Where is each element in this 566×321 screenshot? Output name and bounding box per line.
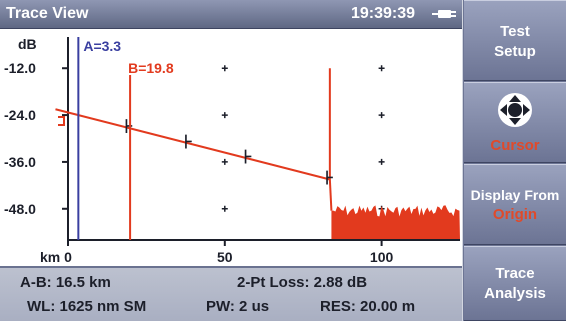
- trace-plot-panel[interactable]: dB km -12.0 -24.0 -36.0 -48.0 0 50 100 ⺊⺊⺊⺊ A…: [0, 29, 462, 268]
- x-axis-ticks: 0 50 100: [64, 240, 393, 265]
- y-tick-label: -48.0: [4, 201, 36, 217]
- test-setup-softkey[interactable]: Test Setup: [464, 0, 566, 81]
- grid-marker: [378, 112, 385, 119]
- grid-marker: [378, 158, 385, 165]
- pulse-width: PW: 2 us: [206, 298, 270, 315]
- screen-title: Trace View: [6, 5, 89, 22]
- two-point-loss: 2-Pt Loss: 2.88 dB: [237, 274, 368, 291]
- x-tick-label: 50: [217, 249, 233, 265]
- test-setup-line1: Test: [500, 23, 530, 40]
- event-marker-icon: ⺊: [240, 149, 254, 165]
- trace-analysis-softkey[interactable]: Trace Analysis: [464, 246, 566, 321]
- y-axis-ticks: -12.0 -24.0 -36.0 -48.0: [4, 60, 68, 217]
- cursor-softkey[interactable]: Cursor: [464, 82, 566, 163]
- grid-marker: [221, 65, 228, 72]
- trace-line: [55, 108, 331, 181]
- grid-marker: [378, 65, 385, 72]
- test-setup-line2: Setup: [494, 43, 536, 60]
- display-from-label: Display From: [470, 187, 560, 203]
- end-drop-line: [328, 179, 333, 211]
- battery-icon: [432, 10, 456, 18]
- cursor-a-label: A=3.3: [83, 38, 121, 54]
- display-from-value: Origin: [492, 206, 538, 223]
- title-bar: Trace View 19:39:39: [0, 0, 462, 29]
- trace-analysis-line1: Trace: [495, 265, 535, 282]
- display-from-softkey[interactable]: Display From Origin: [464, 164, 566, 245]
- softkey-column: Test Setup Cursor Display From Origin Tr…: [463, 0, 566, 321]
- cursor-softkey-label: Cursor: [490, 137, 540, 154]
- grid-marker: [221, 205, 228, 212]
- grid-markers: [221, 65, 385, 212]
- y-tick-label: -24.0: [4, 107, 36, 123]
- otdr-trace-chart[interactable]: dB km -12.0-24.0-36.0-48.0 0 50 100 ⺊⺊⺊⺊ A…: [0, 29, 462, 266]
- trace-analysis-line2: Analysis: [484, 285, 546, 302]
- launch-marker: [58, 116, 65, 126]
- event-marker-icon: ⺊: [321, 170, 335, 186]
- event-marker-icon: ⺊: [121, 119, 135, 135]
- y-tick-label: -12.0: [4, 60, 36, 76]
- x-axis-unit: km: [40, 249, 60, 265]
- noise-floor-fill: [331, 205, 460, 240]
- x-tick-label: 100: [370, 249, 394, 265]
- clock-readout: 19:39:39: [351, 5, 416, 22]
- grid-marker: [221, 112, 228, 119]
- grid-marker: [221, 158, 228, 165]
- directional-pad-icon: [498, 93, 532, 127]
- event-marker-icon: ⺊: [180, 134, 194, 150]
- y-axis-unit: dB: [18, 36, 37, 52]
- ab-distance: A-B: 16.5 km: [20, 274, 111, 291]
- y-tick-label: -36.0: [4, 154, 36, 170]
- status-area: A-B: 16.5 km 2-Pt Loss: 2.88 dB WL: 1625…: [0, 268, 462, 321]
- resolution: RES: 20.00 m: [320, 298, 416, 315]
- cursor-b-label: B=19.8: [128, 60, 174, 76]
- noise-floor: [328, 68, 460, 240]
- wavelength: WL: 1625 nm SM: [27, 298, 147, 315]
- x-tick-label: 0: [64, 249, 72, 265]
